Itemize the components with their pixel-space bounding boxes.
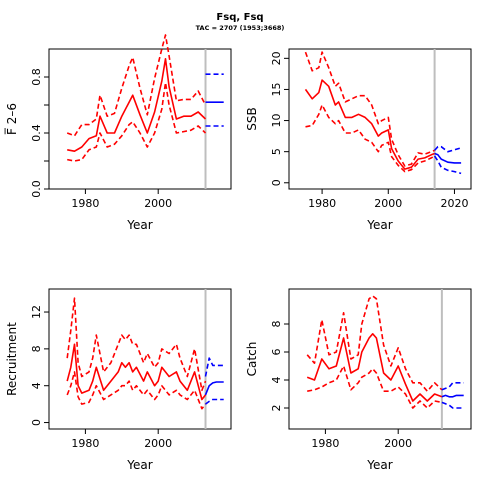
y-tick-label: 0.4 [30, 124, 43, 142]
x-axis-label: Year [126, 458, 152, 472]
estimate-median-line [66, 343, 207, 401]
y-tick-label: 20 [270, 51, 283, 65]
plot-frame [288, 288, 472, 430]
plot-frame [288, 48, 472, 190]
x-tick-label: 2000 [144, 197, 172, 210]
y-tick-label: 0 [270, 179, 283, 186]
x-tick-label: 2000 [374, 197, 402, 210]
projection-median-line [441, 394, 464, 398]
y-tick-label: 8 [30, 345, 43, 352]
estimate-ci-line [66, 34, 207, 137]
y-tick-label: 4 [270, 377, 283, 384]
x-tick-label: 2000 [144, 437, 172, 450]
projection-median-line [204, 381, 224, 396]
y-tick-label: 4 [30, 382, 43, 389]
x-axis-label: Year [126, 218, 152, 232]
estimate-ci-line [305, 104, 435, 173]
y-tick-label: 0.0 [30, 180, 43, 198]
estimate-ci-line [67, 81, 207, 162]
y-tick-label: 5 [270, 148, 283, 155]
estimate-ci-line [306, 295, 443, 393]
y-axis-label: F̅ 2–6 [4, 103, 19, 135]
y-tick-label: 0.8 [30, 68, 43, 86]
y-axis-label: Catch [245, 342, 259, 377]
x-axis-label: Year [366, 218, 392, 232]
y-tick-label: 8 [270, 321, 283, 328]
y-tick-label: 15 [270, 82, 283, 96]
f-panel: 1980 2000 0.0 0.4 0.8 Year F̅ 2–6 [4, 34, 232, 232]
y-tick-label: 2 [270, 405, 283, 412]
x-tick-label: 1980 [71, 437, 99, 450]
projection-ci-line [205, 398, 224, 405]
x-tick-label: 1980 [71, 197, 99, 210]
plot-frame [48, 48, 232, 190]
plot-frame [48, 288, 232, 430]
estimate-median-line [306, 332, 443, 402]
y-axis-label: SSB [245, 107, 259, 130]
projection-ci-line [434, 145, 462, 153]
ssb-panel: 1980 2000 2020 0 5 10 15 20 Year SSB [245, 48, 472, 232]
estimate-median-line [304, 79, 435, 170]
projection-median-line [434, 152, 462, 164]
y-tick-label: 6 [270, 349, 283, 356]
projection-ci-line [441, 401, 464, 409]
recruitment-panel: 1980 2000 0 4 8 12 Year Recruitment [5, 288, 232, 472]
estimate-ci-line [66, 297, 207, 392]
y-tick-label: 0 [30, 419, 43, 426]
figure-title: Fsq, Fsq [216, 12, 263, 23]
y-axis-label: Recruitment [5, 322, 19, 396]
projection-ci-line [433, 155, 462, 175]
projection-ci-line [441, 381, 464, 391]
x-tick-label: 2000 [384, 437, 412, 450]
figure-subtitle: TAC = 2707 (1953;3668) [196, 24, 285, 32]
y-tick-label: 12 [30, 305, 43, 319]
x-axis-label: Year [366, 458, 392, 472]
y-tick-label: 10 [270, 114, 283, 128]
x-tick-label: 1980 [311, 437, 339, 450]
catch-panel: 1980 2000 2 4 6 8 Year Catch [245, 288, 472, 472]
estimate-median-line [67, 57, 207, 152]
x-tick-label: 1980 [308, 197, 336, 210]
estimate-ci-line [307, 365, 443, 409]
estimate-ci-line [66, 371, 207, 410]
estimate-ci-line [304, 51, 435, 167]
projection-ci-line [204, 357, 224, 377]
x-tick-label: 2020 [440, 197, 468, 210]
